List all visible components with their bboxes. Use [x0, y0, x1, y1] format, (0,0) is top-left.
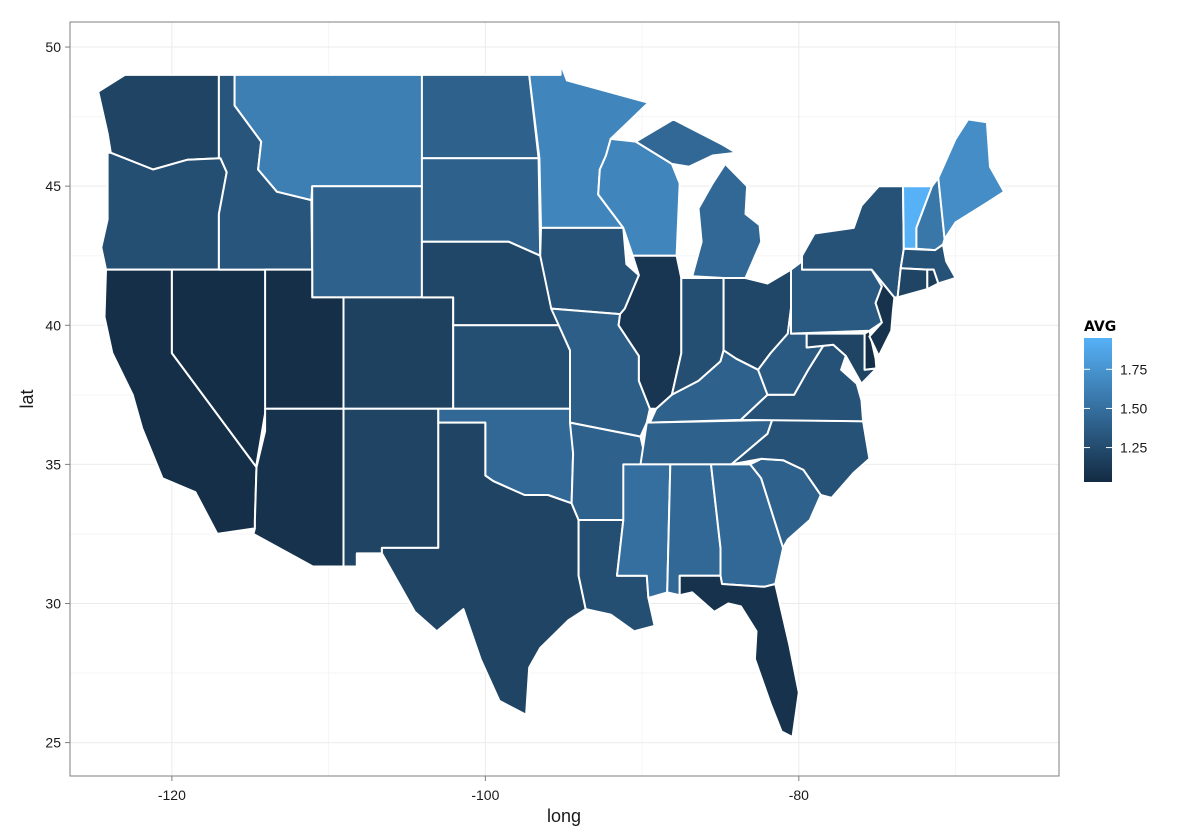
state-michigan [634, 118, 738, 168]
y-tick-label: 25 [45, 735, 61, 751]
state-pennsylvania [790, 260, 883, 335]
x-tick-label: -80 [789, 787, 809, 803]
y-tick-label: 40 [45, 317, 61, 333]
legend-tick-label: 1.50 [1120, 400, 1147, 416]
x-tick-label: -100 [471, 787, 499, 803]
x-axis: -120 -100 -80 [158, 776, 809, 803]
y-tick-label: 50 [45, 39, 61, 55]
x-axis-title: long [547, 806, 581, 826]
legend-colorbar [1084, 338, 1112, 482]
state-regions [97, 62, 1006, 738]
state-rhode-island [926, 268, 940, 291]
state-maine [937, 118, 1006, 240]
legend-title: AVG [1084, 319, 1116, 335]
state-iowa [539, 226, 640, 316]
plot-border [69, 21, 1060, 777]
state-new-mexico [342, 407, 440, 568]
y-tick-label: 30 [45, 595, 61, 611]
y-tick-label: 45 [45, 178, 61, 194]
state-north-dakota [420, 73, 540, 160]
y-axis-title: lat [17, 389, 37, 408]
legend: AVG 1.25 1.50 1.75 [1084, 319, 1147, 482]
y-tick-label: 35 [45, 456, 61, 472]
state-florida [678, 574, 800, 738]
state-kansas [452, 324, 571, 410]
state-colorado [342, 296, 455, 410]
legend-tick-label: 1.75 [1120, 361, 1147, 377]
state-wyoming [311, 185, 423, 299]
state-oregon [100, 151, 228, 271]
x-tick-label: -120 [158, 787, 186, 803]
legend-tick-label: 1.25 [1120, 440, 1147, 456]
state-north-carolina [730, 418, 871, 499]
y-axis: 25 30 35 40 45 50 [45, 39, 70, 751]
legend-ticks: 1.25 1.50 1.75 [1084, 361, 1147, 456]
